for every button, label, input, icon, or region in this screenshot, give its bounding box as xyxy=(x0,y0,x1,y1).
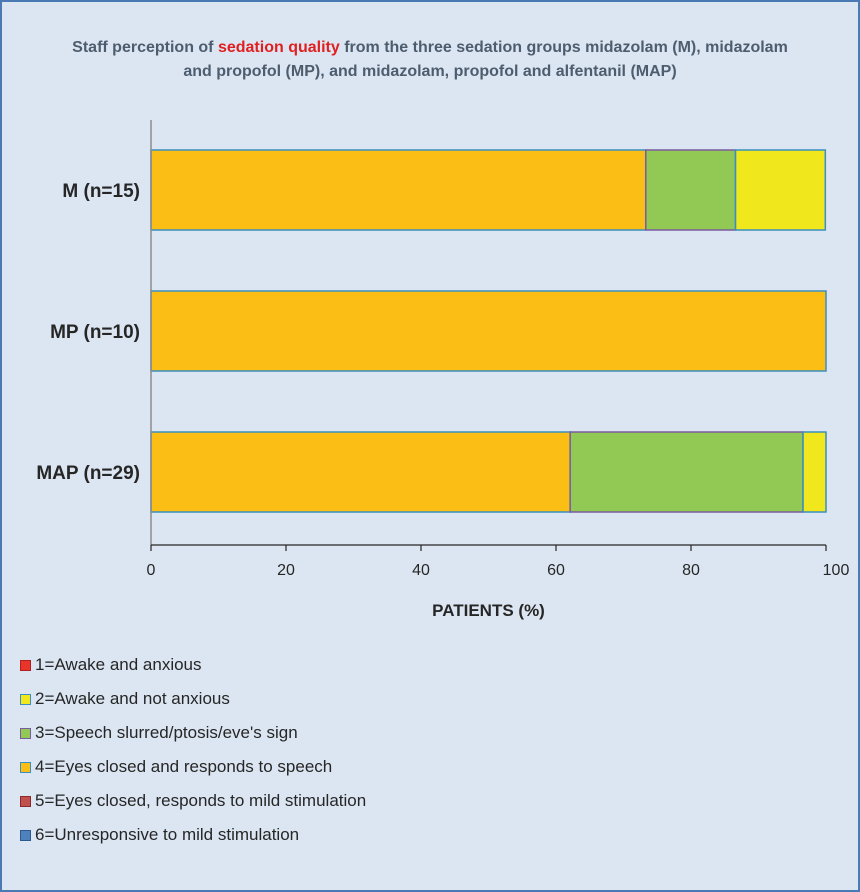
legend-item: 4=Eyes closed and responds to speech xyxy=(20,750,366,784)
bar-segment xyxy=(734,149,827,231)
chart-title: Staff perception of sedation quality fro… xyxy=(0,36,860,84)
bar-segment xyxy=(150,149,647,231)
chart-legend: 1=Awake and anxious 2=Awake and not anxio… xyxy=(20,648,366,852)
legend-item: 6=Unresponsive to mild stimulation xyxy=(20,818,366,852)
stacked-bar-chart: M (n=15) MP (n=10) MAP (n=29) 0 20 40 60 80 100 P… xyxy=(36,120,850,620)
x-tick-label: 80 xyxy=(682,562,700,579)
legend-item: 1=Awake and anxious xyxy=(20,648,366,682)
legend-label: 4=Eyes closed and responds to speech xyxy=(35,757,333,776)
bar-segment xyxy=(802,431,827,513)
legend-swatch xyxy=(20,693,31,705)
x-tick-label: 100 xyxy=(823,562,850,579)
legend-label: 3=Speech slurred/ptosis/eve's sign xyxy=(35,723,298,742)
bar-segment xyxy=(150,290,827,372)
legend-label: 2=Awake and not anxious xyxy=(35,689,230,708)
legend-swatch xyxy=(20,761,31,773)
x-tick-label: 40 xyxy=(412,562,430,579)
legend-item: 2=Awake and not anxious xyxy=(20,682,366,716)
legend-item: 5=Eyes closed, responds to mild stimulat… xyxy=(20,784,366,818)
x-tick-label: 20 xyxy=(277,562,295,579)
legend-swatch xyxy=(20,829,31,841)
title-line1-rest: from the three sedation groups midazolam… xyxy=(339,39,788,56)
bar-segment xyxy=(645,149,737,231)
category-label: MP (n=10) xyxy=(50,322,140,343)
category-label: MAP (n=29) xyxy=(36,463,140,484)
legend-swatch xyxy=(20,659,31,671)
legend-item: 3=Speech slurred/ptosis/eve's sign xyxy=(20,716,366,750)
legend-label: 6=Unresponsive to mild stimulation xyxy=(35,825,300,844)
x-tick-label: 0 xyxy=(147,562,156,579)
legend-label: 5=Eyes closed, responds to mild stimulat… xyxy=(35,791,367,810)
x-axis-label: PATIENTS (%) xyxy=(432,601,545,620)
title-prefix: Staff perception of xyxy=(72,39,218,56)
legend-swatch xyxy=(20,795,31,807)
title-highlight: sedation quality xyxy=(217,39,340,56)
legend-label: 1=Awake and anxious xyxy=(35,655,202,674)
x-tick-label: 60 xyxy=(547,562,565,579)
bar-segment xyxy=(150,431,571,513)
legend-swatch xyxy=(20,727,31,739)
title-line2: and propofol (MP), and midazolam, propof… xyxy=(183,63,677,80)
bar-segment xyxy=(569,431,804,513)
category-label: M (n=15) xyxy=(62,181,140,202)
